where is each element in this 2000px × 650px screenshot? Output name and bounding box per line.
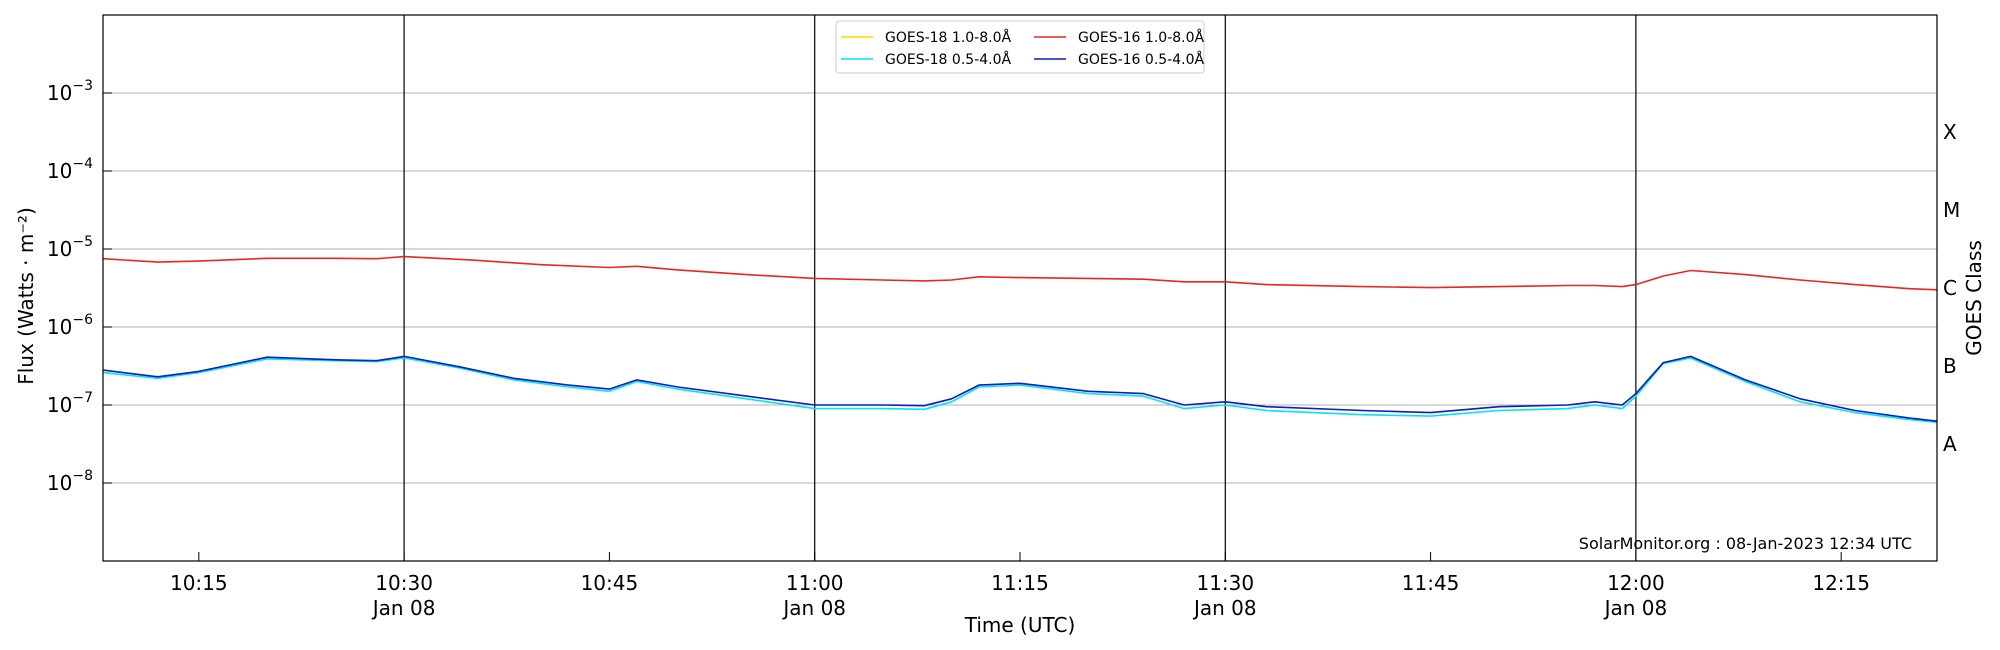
x-tick-label-2: 10:45 (581, 571, 639, 595)
x-tick-label-7: 12:00 (1607, 571, 1665, 595)
goes-class-m: M (1943, 198, 1960, 222)
legend-label-1: GOES-18 0.5-4.0Å (885, 51, 1011, 68)
y-tick-label-4: 10−4 (47, 156, 93, 183)
y-tick-label-0: 10−8 (47, 468, 93, 495)
y-tick-label-3: 10−5 (47, 234, 93, 261)
tick-layer (103, 92, 1842, 561)
x-tick-label-0: 10:15 (170, 571, 228, 595)
x-tick-sublabel-7: Jan 08 (1603, 596, 1668, 620)
series-layer (102, 255, 1938, 424)
y-tick-label-1: 10−7 (47, 390, 93, 417)
x-tick-label-6: 11:45 (1402, 571, 1460, 595)
x-tick-label-1: 10:30 (375, 571, 433, 595)
x-tick-sublabel-1: Jan 08 (371, 596, 436, 620)
series-line-2 (102, 255, 1938, 291)
goes-class-b: B (1943, 354, 1957, 378)
goes-class-x: X (1943, 120, 1957, 144)
goes-class-a: A (1943, 432, 1957, 456)
legend-label-2: GOES-16 1.0-8.0Å (1078, 29, 1204, 46)
y-tick-label-2: 10−6 (47, 312, 93, 339)
y-axis-title: Flux (Watts · m⁻²) (14, 207, 38, 385)
grid-layer (103, 92, 1937, 484)
x-axis-title: Time (UTC) (964, 613, 1076, 637)
goes-class-c: C (1943, 276, 1957, 300)
source-annotation: SolarMonitor.org : 08-Jan-2023 12:34 UTC (1579, 534, 1912, 553)
x-tick-sublabel-5: Jan 08 (1192, 596, 1257, 620)
legend-box (835, 20, 1205, 74)
vertical-day-lines (403, 15, 1637, 561)
x-tick-label-5: 11:30 (1196, 571, 1254, 595)
x-tick-label-3: 11:00 (786, 571, 844, 595)
series-line-3 (102, 355, 1938, 422)
y-tick-labels: 10−8 10−7 10−6 10−5 10−4 10−3 (47, 78, 93, 495)
right-axis-title: GOES Class (1962, 240, 1986, 356)
plot-frame (102, 14, 1938, 562)
x-tick-sublabel-3: Jan 08 (781, 596, 846, 620)
legend: GOES-18 1.0-8.0Å GOES-18 0.5-4.0Å GOES-16 … (835, 20, 1205, 74)
legend-label-3: GOES-16 0.5-4.0Å (1078, 51, 1204, 68)
y-tick-label-5: 10−3 (47, 78, 93, 105)
x-tick-label-4: 11:15 (991, 571, 1049, 595)
goes-class-labels: A B C M X (1943, 120, 1960, 456)
series-line-1 (102, 357, 1938, 424)
legend-label-0: GOES-18 1.0-8.0Å (885, 29, 1011, 46)
x-tick-label-8: 12:15 (1812, 571, 1870, 595)
